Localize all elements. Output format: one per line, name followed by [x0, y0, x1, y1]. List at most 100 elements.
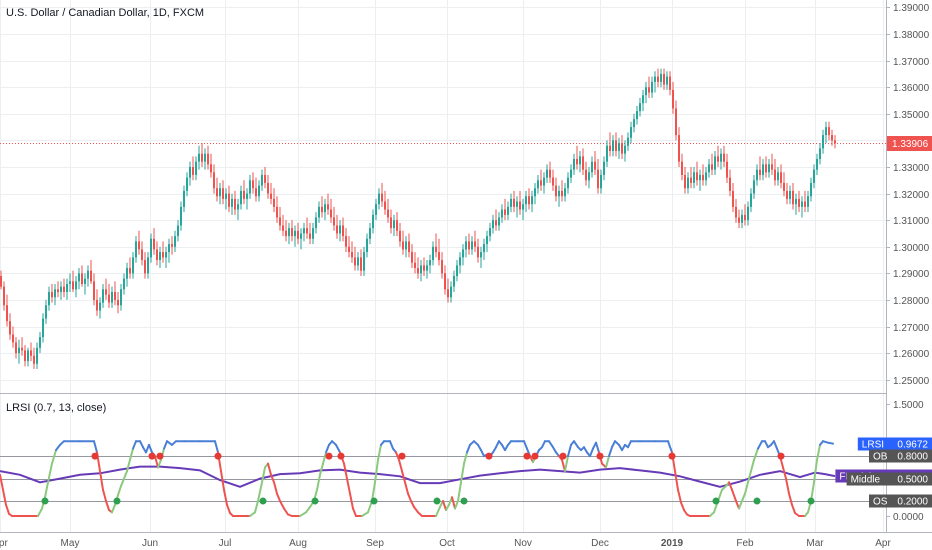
candle	[831, 129, 833, 146]
candle	[519, 190, 521, 215]
candle	[615, 132, 617, 157]
lrsi-segment	[757, 440, 763, 450]
candle	[183, 185, 185, 213]
indicator-title: LRSI (0.7, 13, close)	[6, 402, 106, 414]
candle	[612, 135, 614, 157]
time-tick-label: Jul	[219, 538, 232, 549]
price-tick-label: 1.29000	[893, 269, 930, 280]
time-axis[interactable]: Apr May Jun Jul Aug Sep Oct Nov Dec 2019 Feb Mar Apr	[0, 538, 891, 549]
candle	[492, 214, 494, 234]
lrsi-segment	[674, 470, 679, 491]
price-tick-label: 1.39000	[893, 3, 930, 14]
candle	[756, 164, 758, 186]
price-tick-label: 1.33000	[893, 163, 930, 174]
lrsi-segment	[413, 506, 419, 514]
candle	[729, 169, 731, 197]
candle	[402, 230, 404, 255]
lrsi-segment	[154, 455, 159, 469]
candle	[78, 268, 80, 290]
time-tick-label: Feb	[736, 538, 754, 549]
candle	[177, 220, 179, 242]
lrsi-segment	[148, 443, 153, 454]
candle	[543, 172, 545, 194]
candle	[135, 236, 137, 263]
candle	[651, 76, 653, 98]
candle	[654, 71, 656, 93]
candle	[504, 198, 506, 221]
lrsi-segment	[249, 511, 256, 517]
candle	[684, 166, 686, 194]
os-signal-dot	[311, 497, 319, 505]
candle	[462, 244, 464, 266]
lrsi-segment	[753, 447, 759, 461]
candle	[156, 241, 158, 266]
candle	[408, 233, 410, 258]
lrsi-segment	[523, 440, 528, 450]
candle	[288, 222, 290, 245]
candle	[24, 345, 26, 367]
indicator-series[interactable]	[0, 440, 836, 517]
badge-label: OS	[873, 497, 888, 508]
lrsi-segment	[273, 481, 278, 495]
candle	[822, 129, 824, 154]
last-price-badge: 1.33906	[887, 136, 932, 151]
candle	[165, 246, 167, 269]
candle	[552, 169, 554, 191]
lrsi-segment	[495, 440, 500, 449]
candle	[75, 275, 77, 298]
lrsi-segment	[548, 440, 554, 449]
lrsi-segment	[139, 440, 144, 449]
candle	[237, 198, 239, 221]
lrsi-segment	[785, 477, 790, 495]
lrsi-segment	[44, 481, 49, 499]
lrsi-segment	[276, 492, 281, 502]
ob-signal-dot	[777, 452, 785, 460]
price-tick-label: 1.26000	[893, 349, 930, 360]
candle	[621, 135, 623, 160]
candle	[804, 190, 806, 213]
lrsi-segment	[299, 511, 307, 517]
candle	[600, 169, 602, 194]
time-tick-label: 2019	[661, 538, 684, 549]
badge-os: OS 0.2000	[869, 494, 932, 508]
candle	[813, 164, 815, 189]
lrsi-segment	[451, 496, 456, 510]
lrsi-segment	[677, 488, 682, 504]
candle	[252, 172, 254, 194]
lrsi-segment	[477, 443, 482, 452]
candle	[768, 159, 770, 178]
candle	[594, 151, 596, 175]
candle	[69, 273, 71, 292]
candle	[702, 164, 704, 186]
candle	[630, 121, 632, 144]
candle	[273, 188, 275, 213]
lrsi-segment	[55, 443, 61, 452]
candle	[705, 166, 707, 186]
lrsi-segment	[322, 451, 327, 465]
lrsi-segment	[457, 481, 462, 502]
candle	[420, 260, 422, 282]
lrsi-segment	[120, 477, 125, 488]
candle	[207, 145, 209, 170]
candlestick-series[interactable]	[0, 68, 836, 370]
candle	[810, 177, 812, 202]
candle	[396, 212, 398, 237]
fe-alpha-line	[0, 465, 836, 488]
candle	[138, 230, 140, 255]
price-tick-label: 1.27000	[893, 323, 930, 334]
candle	[258, 180, 260, 202]
candle	[762, 159, 764, 181]
price-tick-label: 1.30000	[893, 243, 930, 254]
indicator-signals	[41, 452, 815, 505]
price-tick-label: 1.32000	[893, 190, 930, 201]
candle	[120, 283, 122, 311]
candle	[18, 339, 20, 364]
lrsi-segment	[166, 440, 173, 446]
candle	[477, 238, 479, 263]
candle	[414, 252, 416, 274]
candle	[36, 342, 38, 370]
candle	[774, 159, 776, 186]
candle	[588, 166, 590, 189]
lrsi-segment	[435, 506, 441, 517]
